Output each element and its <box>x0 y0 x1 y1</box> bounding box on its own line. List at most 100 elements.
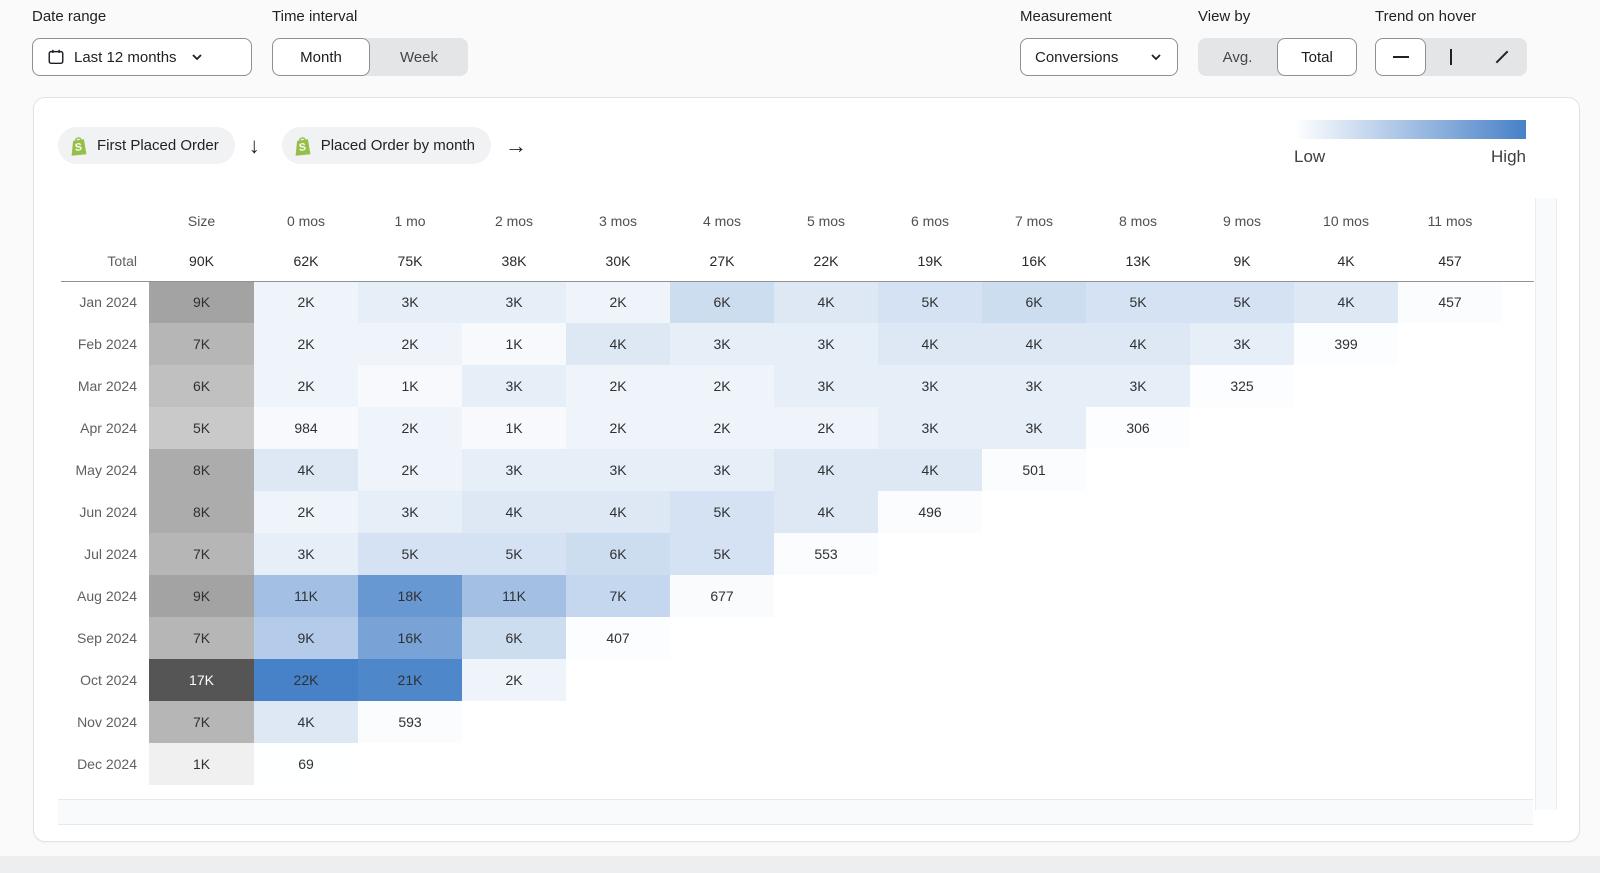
heatmap-cell[interactable]: 5K <box>462 533 566 575</box>
heatmap-cell[interactable]: 3K <box>878 407 982 449</box>
heatmap-cell[interactable]: 677 <box>670 575 774 617</box>
heatmap-cell[interactable]: 984 <box>254 407 358 449</box>
heatmap-cell[interactable]: 2K <box>462 659 566 701</box>
heatmap-cell[interactable]: 2K <box>254 281 358 323</box>
heatmap-cell[interactable]: 3K <box>774 323 878 365</box>
heatmap-cell[interactable]: 18K <box>358 575 462 617</box>
size-cell[interactable]: 8K <box>149 449 254 491</box>
vertical-scrollbar[interactable] <box>1535 198 1557 810</box>
heatmap-cell[interactable]: 2K <box>566 281 670 323</box>
heatmap-cell[interactable]: 4K <box>1294 281 1398 323</box>
heatmap-cell[interactable]: 4K <box>774 449 878 491</box>
heatmap-cell[interactable]: 11K <box>462 575 566 617</box>
heatmap-cell[interactable]: 3K <box>1086 365 1190 407</box>
heatmap-cell[interactable]: 2K <box>670 407 774 449</box>
month-toggle-button[interactable]: Month <box>272 38 370 76</box>
heatmap-cell[interactable]: 2K <box>358 407 462 449</box>
trend-line-button[interactable] <box>1375 38 1426 76</box>
size-cell[interactable]: 17K <box>149 659 254 701</box>
heatmap-cell[interactable]: 3K <box>1190 323 1294 365</box>
week-toggle-button[interactable]: Week <box>399 48 439 66</box>
heatmap-cell[interactable]: 4K <box>566 323 670 365</box>
heatmap-cell[interactable]: 3K <box>254 533 358 575</box>
heatmap-cell[interactable]: 1K <box>462 407 566 449</box>
size-cell[interactable]: 5K <box>149 407 254 449</box>
heatmap-cell[interactable]: 3K <box>670 449 774 491</box>
heatmap-cell[interactable]: 3K <box>774 365 878 407</box>
heatmap-cell[interactable]: 5K <box>1086 281 1190 323</box>
heatmap-cell[interactable]: 5K <box>670 491 774 533</box>
heatmap-cell[interactable]: 3K <box>566 449 670 491</box>
heatmap-cell[interactable]: 6K <box>566 533 670 575</box>
heatmap-cell[interactable]: 3K <box>358 281 462 323</box>
heatmap-cell[interactable]: 4K <box>878 323 982 365</box>
heatmap-cell[interactable]: 3K <box>878 365 982 407</box>
date-range-dropdown[interactable]: Last 12 months <box>32 38 252 76</box>
size-cell[interactable]: 7K <box>149 533 254 575</box>
heatmap-cell[interactable]: 1K <box>358 365 462 407</box>
heatmap-cell[interactable]: 4K <box>774 281 878 323</box>
heatmap-cell[interactable]: 3K <box>670 323 774 365</box>
heatmap-cell[interactable]: 1K <box>462 323 566 365</box>
size-cell[interactable]: 9K <box>149 281 254 323</box>
heatmap-cell[interactable]: 22K <box>254 659 358 701</box>
heatmap-cell[interactable]: 7K <box>566 575 670 617</box>
size-cell[interactable]: 7K <box>149 701 254 743</box>
measurement-dropdown[interactable]: Conversions <box>1020 38 1178 76</box>
avg-toggle-button[interactable]: Avg. <box>1222 48 1253 66</box>
heatmap-cell[interactable]: 593 <box>358 701 462 743</box>
heatmap-cell[interactable]: 2K <box>358 449 462 491</box>
heatmap-cell[interactable]: 2K <box>254 323 358 365</box>
heatmap-cell[interactable]: 2K <box>774 407 878 449</box>
heatmap-cell[interactable]: 21K <box>358 659 462 701</box>
heatmap-cell[interactable]: 2K <box>254 365 358 407</box>
heatmap-cell[interactable]: 325 <box>1190 365 1294 407</box>
heatmap-cell[interactable]: 407 <box>566 617 670 659</box>
heatmap-cell[interactable]: 11K <box>254 575 358 617</box>
size-cell[interactable]: 7K <box>149 617 254 659</box>
heatmap-cell[interactable]: 16K <box>358 617 462 659</box>
cohort-dimension-badge[interactable]: S First Placed Order <box>58 127 235 164</box>
heatmap-cell[interactable]: 5K <box>878 281 982 323</box>
heatmap-cell[interactable]: 3K <box>462 281 566 323</box>
heatmap-cell[interactable]: 4K <box>254 701 358 743</box>
size-cell[interactable]: 7K <box>149 323 254 365</box>
heatmap-cell[interactable]: 496 <box>878 491 982 533</box>
heatmap-cell[interactable]: 4K <box>878 449 982 491</box>
heatmap-cell[interactable]: 9K <box>254 617 358 659</box>
heatmap-cell[interactable]: 4K <box>254 449 358 491</box>
heatmap-cell[interactable]: 399 <box>1294 323 1398 365</box>
heatmap-cell[interactable]: 5K <box>670 533 774 575</box>
heatmap-cell[interactable]: 3K <box>358 491 462 533</box>
trend-bar-button[interactable] <box>1426 38 1476 76</box>
heatmap-cell[interactable]: 6K <box>670 281 774 323</box>
heatmap-cell[interactable]: 4K <box>462 491 566 533</box>
heatmap-cell[interactable]: 69 <box>254 743 358 785</box>
heatmap-cell[interactable]: 3K <box>462 365 566 407</box>
heatmap-cell[interactable]: 6K <box>462 617 566 659</box>
heatmap-cell[interactable]: 4K <box>566 491 670 533</box>
heatmap-cell[interactable]: 5K <box>1190 281 1294 323</box>
heatmap-cell[interactable]: 306 <box>1086 407 1190 449</box>
size-cell[interactable]: 8K <box>149 491 254 533</box>
heatmap-cell[interactable]: 2K <box>254 491 358 533</box>
size-cell[interactable]: 6K <box>149 365 254 407</box>
heatmap-cell[interactable]: 4K <box>774 491 878 533</box>
metric-badge[interactable]: S Placed Order by month <box>281 127 491 164</box>
heatmap-cell[interactable]: 5K <box>358 533 462 575</box>
heatmap-cell[interactable]: 2K <box>566 407 670 449</box>
heatmap-cell[interactable]: 457 <box>1398 281 1502 323</box>
total-toggle-button[interactable]: Total <box>1277 38 1357 76</box>
heatmap-cell[interactable]: 3K <box>462 449 566 491</box>
heatmap-cell[interactable]: 4K <box>1086 323 1190 365</box>
heatmap-cell[interactable]: 4K <box>982 323 1086 365</box>
heatmap-cell[interactable]: 553 <box>774 533 878 575</box>
heatmap-cell[interactable]: 2K <box>670 365 774 407</box>
heatmap-cell[interactable]: 3K <box>982 407 1086 449</box>
size-cell[interactable]: 1K <box>149 743 254 785</box>
heatmap-cell[interactable]: 2K <box>566 365 670 407</box>
size-cell[interactable]: 9K <box>149 575 254 617</box>
horizontal-scrollbar[interactable] <box>58 799 1533 825</box>
heatmap-cell[interactable]: 501 <box>982 449 1086 491</box>
heatmap-cell[interactable]: 2K <box>358 323 462 365</box>
